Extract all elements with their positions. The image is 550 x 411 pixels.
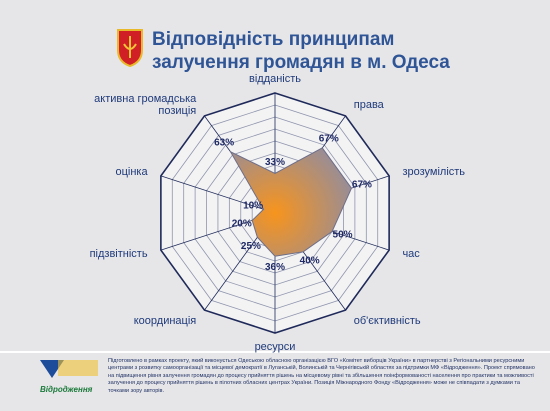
category-label: координація <box>133 315 197 328</box>
logo-text: Відродження <box>40 385 93 394</box>
value-label: 67% <box>352 179 372 190</box>
value-label: 20% <box>232 218 252 229</box>
value-label: 25% <box>241 241 261 252</box>
category-label: ресурси <box>254 341 296 353</box>
value-label: 33% <box>265 157 285 168</box>
category-label: зрозумілість <box>402 165 466 178</box>
value-label: 36% <box>265 262 285 273</box>
chart-title: Відповідність принципам залучення громад… <box>152 29 450 73</box>
value-label: 50% <box>333 230 353 241</box>
category-label: оцінка <box>115 165 148 178</box>
value-label: 10% <box>243 201 263 212</box>
category-label: права <box>353 98 384 111</box>
partner-logo <box>40 360 98 378</box>
footer-text: Підготовлено в рамках проекту, який вико… <box>108 358 535 394</box>
category-label: об'єктивність <box>353 315 421 328</box>
coat-of-arms <box>117 29 143 68</box>
value-label: 63% <box>214 138 234 149</box>
value-label: 40% <box>300 255 320 266</box>
data-area <box>229 147 353 257</box>
value-label: 67% <box>319 134 339 145</box>
spoke <box>160 175 276 214</box>
category-label: підзвітність <box>89 248 148 261</box>
category-label: час <box>402 248 420 261</box>
category-label: відданість <box>248 73 302 85</box>
category-label: активна громадська позиція <box>94 92 197 117</box>
